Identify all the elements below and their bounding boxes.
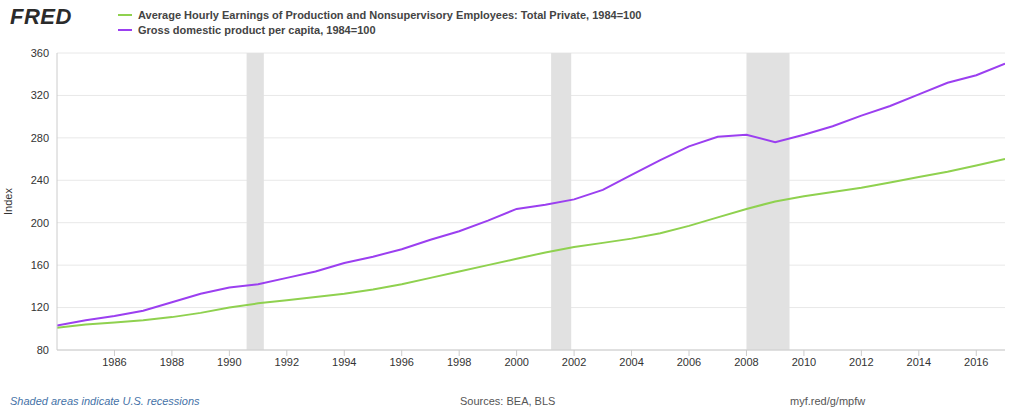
- svg-text:1996: 1996: [389, 356, 413, 368]
- html-text:myf.red/g/mpfw: myf.red/g/mpfw: [790, 395, 866, 407]
- html-text:Average Hourly Earnings of Pro: Average Hourly Earnings of Production an…: [138, 8, 642, 21]
- svg-text:120: 120: [31, 301, 49, 313]
- svg-text:200: 200: [31, 217, 49, 229]
- svg-text:Index: Index: [8, 188, 14, 215]
- html-text:FRED: FRED: [10, 4, 72, 29]
- svg-text:320: 320: [31, 89, 49, 101]
- svg-text:240: 240: [31, 174, 49, 186]
- svg-text:1988: 1988: [160, 356, 184, 368]
- svg-text:1986: 1986: [102, 356, 126, 368]
- svg-text:280: 280: [31, 132, 49, 144]
- svg-text:2010: 2010: [792, 356, 816, 368]
- svg-text:2006: 2006: [677, 356, 701, 368]
- svg-text:1990: 1990: [217, 356, 241, 368]
- svg-text:2004: 2004: [619, 356, 643, 368]
- svg-text:2002: 2002: [562, 356, 586, 368]
- svg-text:1992: 1992: [275, 356, 299, 368]
- html-text:Sources: BEA, BLS: Sources: BEA, BLS: [460, 395, 556, 407]
- svg-text:1994: 1994: [332, 356, 356, 368]
- svg-text:360: 360: [31, 47, 49, 59]
- html-text:Gross domestic product per cap: Gross domestic product per capita, 1984=…: [138, 23, 376, 36]
- html-text:Shaded areas indicate U.S. rec: Shaded areas indicate U.S. recessions: [10, 395, 200, 407]
- svg-text:2016: 2016: [964, 356, 988, 368]
- svg-text:160: 160: [31, 259, 49, 271]
- svg-text:2008: 2008: [734, 356, 758, 368]
- svg-text:2012: 2012: [849, 356, 873, 368]
- svg-text:80: 80: [37, 344, 49, 356]
- svg-text:2000: 2000: [504, 356, 528, 368]
- svg-text:1998: 1998: [447, 356, 471, 368]
- svg-text:2014: 2014: [907, 356, 931, 368]
